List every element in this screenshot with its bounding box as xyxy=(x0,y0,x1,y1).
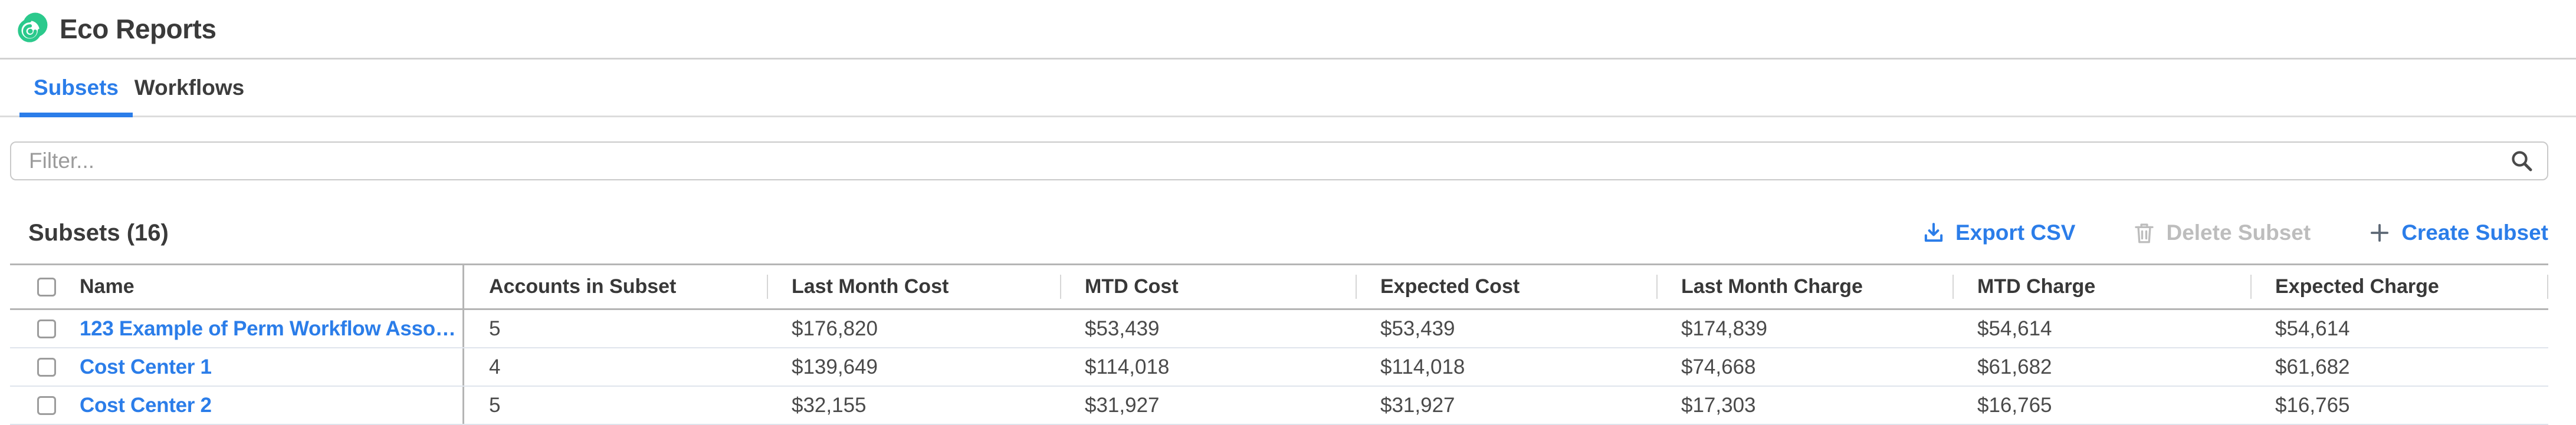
accounts-cell: 5 xyxy=(489,317,501,340)
mtd-charge-cell: $54,614 xyxy=(1977,317,2052,340)
column-header-label: Last Month Cost xyxy=(792,275,949,298)
header-cell-mtd-charge: MTD Charge xyxy=(1952,265,2250,308)
accounts-cell: 5 xyxy=(489,393,501,417)
table-header-row: Name Accounts in Subset Last Month Cost … xyxy=(10,265,2548,310)
download-icon xyxy=(1924,223,1943,242)
last-month-charge-cell: $74,668 xyxy=(1681,355,1756,378)
select-all-checkbox[interactable] xyxy=(37,277,56,296)
column-header-label: Name xyxy=(80,275,134,298)
accounts-cell: 4 xyxy=(489,355,501,378)
column-header-label: MTD Cost xyxy=(1085,275,1179,298)
table-row: 123 Example of Perm Workflow Association… xyxy=(10,310,2548,348)
export-csv-label: Export CSV xyxy=(1955,220,2076,245)
expected-charge-cell: $16,765 xyxy=(2275,393,2350,417)
table-row: Cost Center 2 5 $32,155 $31,927 $31,927 … xyxy=(10,387,2548,425)
expected-charge-cell: $61,682 xyxy=(2275,355,2350,378)
create-subset-label: Create Subset xyxy=(2401,220,2548,245)
eco-logo-icon xyxy=(18,12,48,42)
mtd-cost-cell: $53,439 xyxy=(1085,317,1160,340)
filter-input[interactable] xyxy=(10,141,2548,180)
name-cell: Cost Center 2 xyxy=(10,387,464,424)
search-icon[interactable] xyxy=(2509,149,2534,173)
tab-workflows[interactable]: Workflows xyxy=(134,75,245,100)
header-cell-last-month-cost: Last Month Cost xyxy=(767,265,1060,308)
mtd-charge-cell: $61,682 xyxy=(1977,355,2052,378)
expected-charge-cell: $54,614 xyxy=(2275,317,2350,340)
subset-name-link[interactable]: Cost Center 2 xyxy=(80,393,212,417)
plus-icon xyxy=(2371,223,2389,242)
column-header-label: Accounts in Subset xyxy=(489,275,677,298)
row-checkbox[interactable] xyxy=(37,319,56,338)
name-cell: 123 Example of Perm Workflow Association xyxy=(10,310,464,347)
filter-bar xyxy=(10,141,2548,180)
toolbar-actions: Export CSV Delete Subset Create Subset xyxy=(1921,220,2548,245)
last-month-charge-cell: $174,839 xyxy=(1681,317,1767,340)
mtd-cost-cell: $114,018 xyxy=(1085,355,1170,378)
last-month-cost-cell: $139,649 xyxy=(792,355,878,378)
create-subset-button[interactable]: Create Subset xyxy=(2367,220,2548,245)
export-csv-button[interactable]: Export CSV xyxy=(1921,220,2076,245)
header-cell-expected-charge: Expected Charge xyxy=(2250,265,2548,308)
column-header-label: MTD Charge xyxy=(1977,275,2096,298)
header-cell-last-month-charge: Last Month Charge xyxy=(1656,265,1952,308)
tabs-bar: Subsets Workflows xyxy=(0,60,2576,117)
expected-cost-cell: $31,927 xyxy=(1380,393,1455,417)
subset-name-link[interactable]: 123 Example of Perm Workflow Association xyxy=(80,317,462,340)
last-month-cost-cell: $32,155 xyxy=(792,393,867,417)
row-checkbox[interactable] xyxy=(37,357,56,377)
column-header-label: Expected Charge xyxy=(2275,275,2439,298)
last-month-cost-cell: $176,820 xyxy=(792,317,878,340)
trash-icon xyxy=(2135,223,2154,243)
table-body: 123 Example of Perm Workflow Association… xyxy=(10,310,2548,425)
expected-cost-cell: $114,018 xyxy=(1380,355,1465,378)
header-cell-accounts: Accounts in Subset xyxy=(464,265,767,308)
row-checkbox[interactable] xyxy=(37,396,56,415)
subsets-table: Name Accounts in Subset Last Month Cost … xyxy=(10,263,2548,425)
delete-subset-button[interactable]: Delete Subset xyxy=(2132,220,2311,245)
page-title: Eco Reports xyxy=(60,14,216,44)
last-month-charge-cell: $17,303 xyxy=(1681,393,1756,417)
header-cell-expected-cost: Expected Cost xyxy=(1356,265,1656,308)
column-header-label: Expected Cost xyxy=(1380,275,1520,298)
header-cell-mtd-cost: MTD Cost xyxy=(1060,265,1356,308)
mtd-charge-cell: $16,765 xyxy=(1977,393,2052,417)
delete-subset-label: Delete Subset xyxy=(2166,220,2311,245)
table-row: Cost Center 1 4 $139,649 $114,018 $114,0… xyxy=(10,348,2548,387)
header-cell-name: Name xyxy=(10,265,464,308)
mtd-cost-cell: $31,927 xyxy=(1085,393,1160,417)
subset-name-link[interactable]: Cost Center 1 xyxy=(80,355,212,378)
name-cell: Cost Center 1 xyxy=(10,348,464,386)
column-header-label: Last Month Charge xyxy=(1681,275,1863,298)
subsets-toolbar: Subsets (16) Export CSV Delete Subset Cr… xyxy=(10,219,2548,246)
app-header: Eco Reports xyxy=(0,0,2576,60)
expected-cost-cell: $53,439 xyxy=(1380,317,1455,340)
tab-subsets[interactable]: Subsets xyxy=(19,60,133,117)
subsets-count-heading: Subsets (16) xyxy=(28,219,169,246)
